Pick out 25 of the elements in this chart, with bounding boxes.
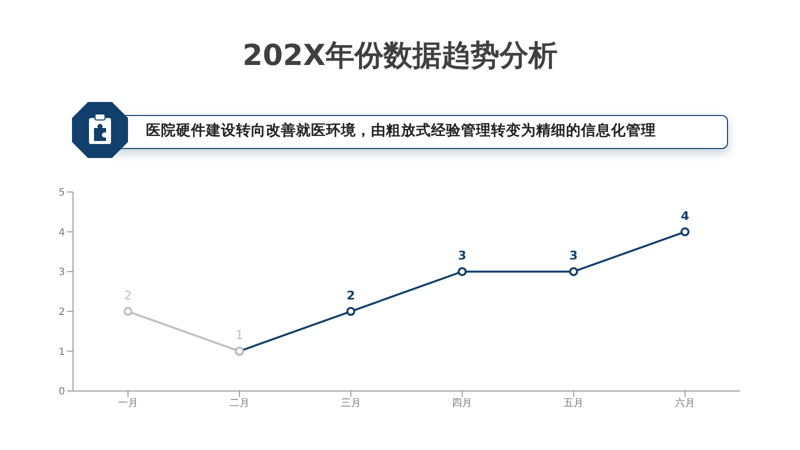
point (458, 267, 467, 276)
x-tick-label: 三月 (340, 398, 361, 410)
y-tick-label: 3 (58, 267, 65, 278)
y-tick-label: 5 (58, 188, 65, 199)
data-label: 3 (458, 248, 466, 263)
y-tick-label: 1 (58, 346, 65, 358)
data-label: 1 (236, 328, 244, 342)
point (680, 227, 690, 236)
data-label: 2 (346, 288, 355, 302)
chart-title: 202X年份数据趋势分析 (242, 37, 558, 74)
x-tick-label: 六月 (675, 397, 695, 410)
point (346, 306, 356, 316)
x-tick-label: 四月 (452, 398, 472, 410)
x-tick-label: 一月 (118, 398, 138, 410)
point (569, 267, 578, 276)
y-tick-label: 2 (58, 306, 65, 318)
x-tick-label: 二月 (229, 398, 250, 410)
data-label: 4 (680, 208, 690, 223)
data-label: 2 (124, 288, 132, 302)
y-tick-label: 4 (58, 227, 65, 238)
data-label: 3 (569, 248, 578, 263)
y-tick-label: 0 (58, 386, 65, 398)
x-tick-label: 五月 (564, 398, 584, 410)
point (124, 306, 132, 316)
chart-subtitle: 医院硬件建设转向改善就医环境，由粗放式经验管理转变为精细的信息化管理 (110, 115, 726, 148)
